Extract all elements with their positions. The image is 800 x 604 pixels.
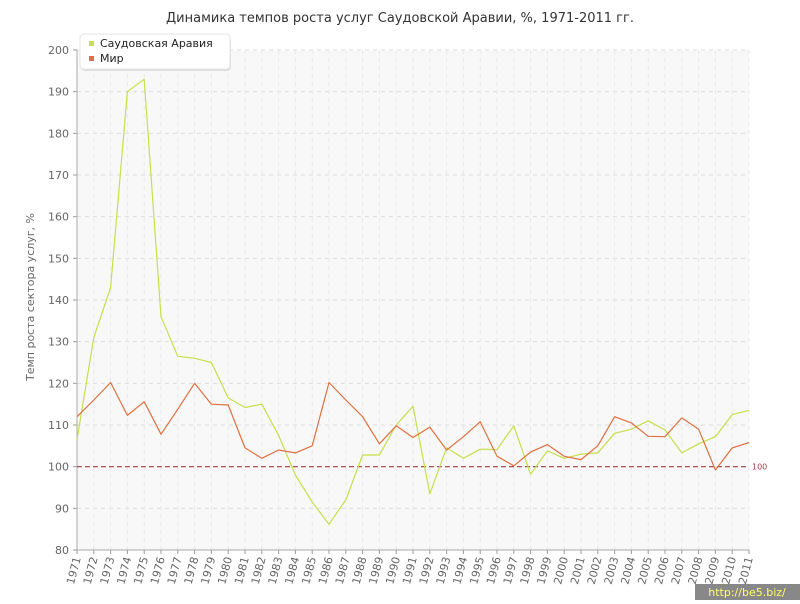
legend-label: Мир — [100, 52, 124, 65]
y-tick-label: 170 — [48, 169, 69, 182]
y-tick-label: 90 — [55, 502, 69, 515]
y-tick-label: 200 — [48, 44, 69, 57]
legend-label: Саудовская Аравия — [100, 37, 213, 50]
y-tick-label: 130 — [48, 336, 69, 349]
y-tick-label: 80 — [55, 544, 69, 557]
y-tick-label: 150 — [48, 252, 69, 265]
series-line-2 — [76, 381, 750, 471]
x-tick-label: 2011 — [736, 555, 756, 585]
y-tick-label: 160 — [48, 211, 69, 224]
y-tick-label: 100 — [48, 461, 69, 474]
y-tick-label: 180 — [48, 127, 69, 140]
y-axis-label: Темп роста сектора услуг, % — [24, 213, 37, 382]
y-tick-label: 140 — [48, 294, 69, 307]
series-line-1 — [76, 78, 750, 525]
reference-line-label: 100 — [752, 463, 767, 472]
y-tick-label: 120 — [48, 377, 69, 390]
watermark: http://be5.biz/ — [708, 586, 786, 599]
y-tick-label: 110 — [48, 419, 69, 432]
y-tick-label: 190 — [48, 86, 69, 99]
legend-box — [79, 33, 231, 70]
legend-swatch — [89, 41, 94, 46]
watermark-background — [695, 584, 800, 600]
legend-swatch — [89, 56, 94, 61]
chart-title: Динамика темпов роста услуг Саудовской А… — [166, 11, 634, 26]
